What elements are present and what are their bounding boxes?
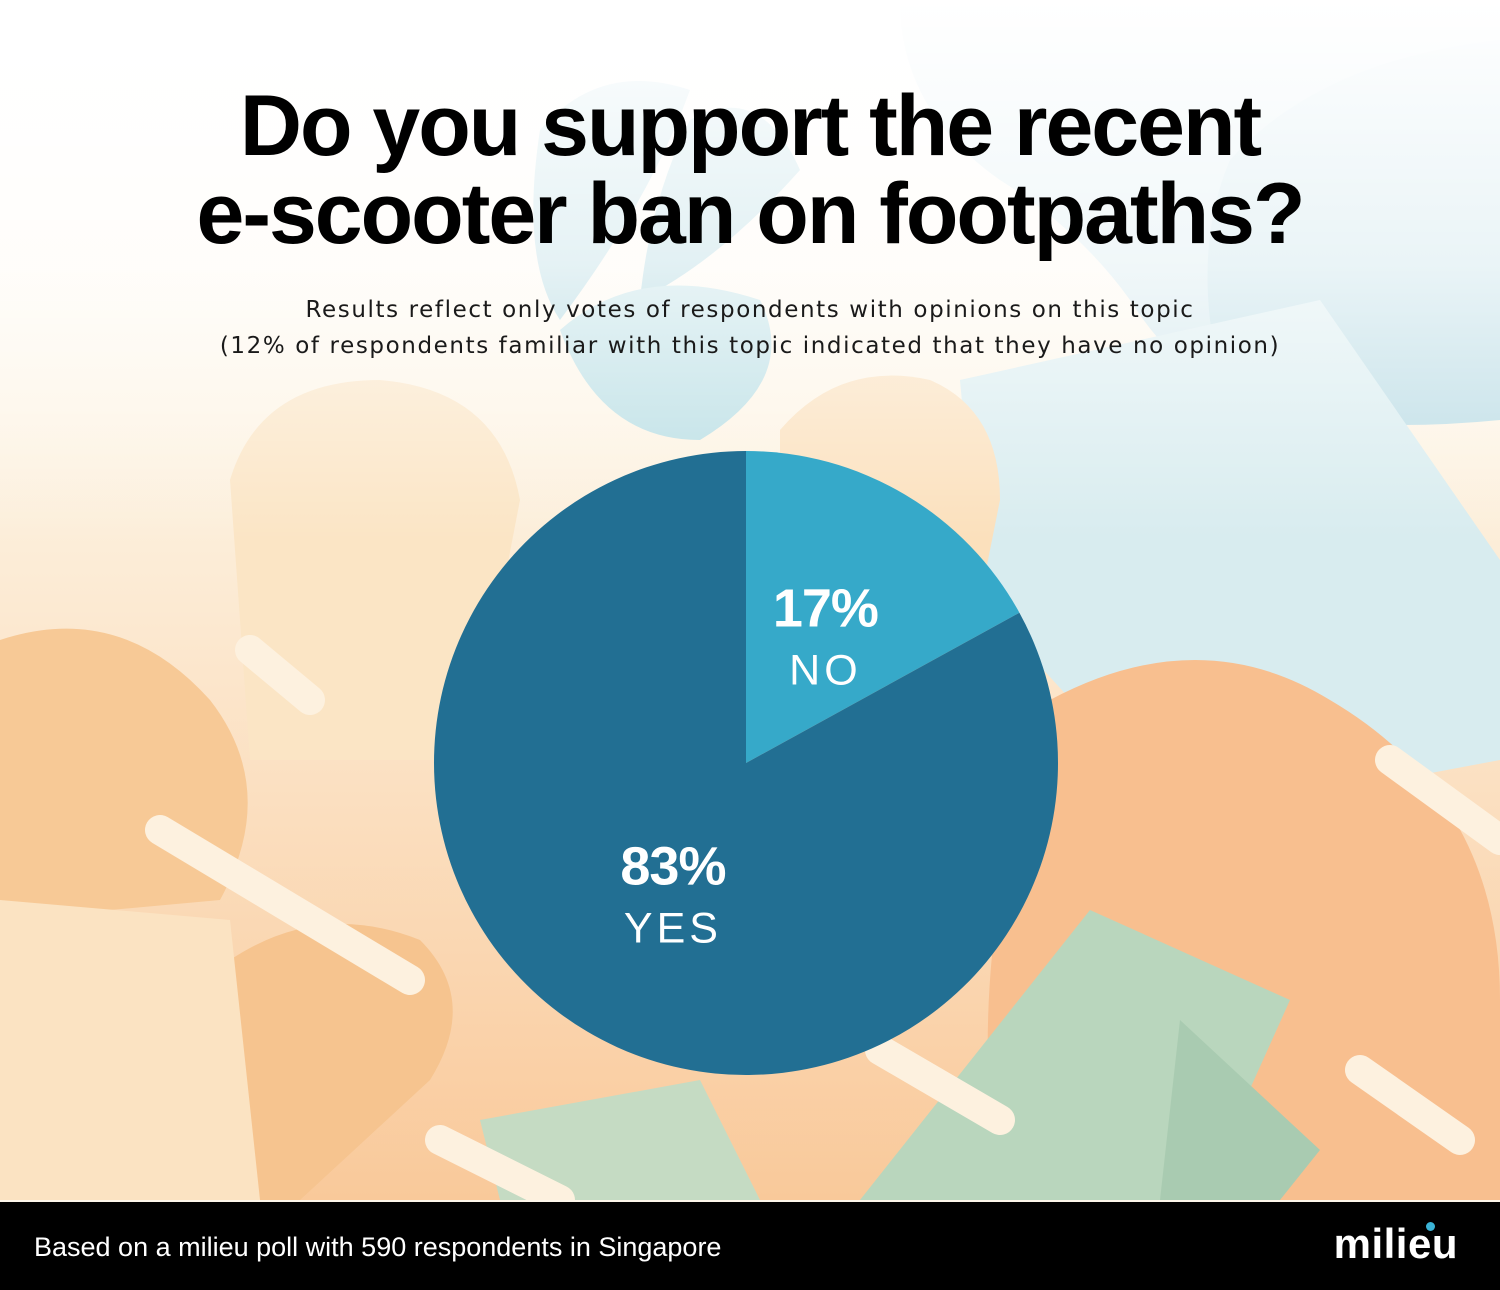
logo-dot-icon <box>1425 1222 1435 1231</box>
chart-subtitle: Results reflect only votes of respondent… <box>0 292 1500 364</box>
footer-source-note: Based on a milieu poll with 590 responde… <box>34 1232 722 1262</box>
title-line-2: e-scooter ban on footpaths? <box>196 166 1306 262</box>
subtitle-line-1: Results reflect only votes of respondent… <box>305 297 1195 323</box>
footer-bar: Based on a milieu poll with 590 responde… <box>0 1202 1500 1290</box>
pie-chart: 17% NO 83% YES <box>433 451 1058 1075</box>
chart-title: Do you support the recent e-scooter ban … <box>0 82 1500 258</box>
logo-wordmark: milieu <box>1333 1220 1458 1267</box>
slice-category-label-no: NO <box>789 647 862 695</box>
milieu-logo: milieu <box>1334 1220 1458 1268</box>
pie-slice-yes <box>433 451 1058 1075</box>
slice-value-label-yes: 83% <box>620 837 725 897</box>
title-line-1: Do you support the recent <box>239 78 1262 174</box>
slice-value-label-no: 17% <box>773 579 878 639</box>
slice-category-label-yes: YES <box>624 905 722 953</box>
subtitle-line-2: (12% of respondents familiar with this t… <box>219 333 1281 359</box>
pie-slice-no <box>746 451 1020 763</box>
